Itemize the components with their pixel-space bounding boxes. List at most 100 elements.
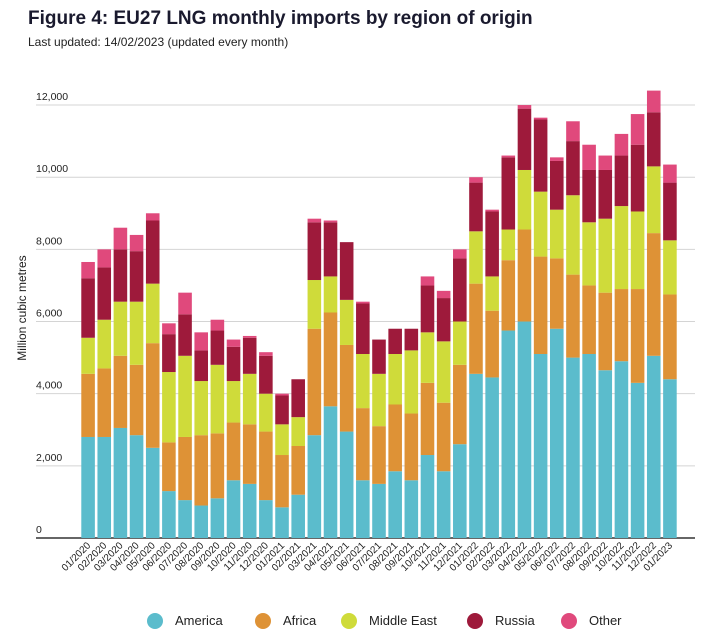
bar-segment <box>145 343 160 448</box>
bar-segment <box>129 251 144 302</box>
bar-segment <box>404 413 419 481</box>
bar-segment <box>356 408 370 481</box>
bar-segment <box>307 280 322 329</box>
bar-segment <box>194 332 209 351</box>
bar-segment <box>210 498 225 538</box>
bar-segment <box>97 319 112 369</box>
bar-segment <box>501 330 516 538</box>
bar-segment <box>162 442 176 492</box>
bar-segment <box>372 426 386 484</box>
bar-segment <box>517 169 532 230</box>
bar-segment <box>356 301 370 304</box>
bar-segment <box>178 314 192 356</box>
bar-segment <box>372 339 386 374</box>
bar-segment <box>307 218 322 223</box>
bar-segment <box>614 289 629 362</box>
bar-segment <box>566 121 580 142</box>
bar-segment <box>582 222 596 286</box>
bar-segment <box>582 169 596 223</box>
bar-segment <box>388 328 402 354</box>
bar-segment <box>663 379 677 538</box>
bar-segment <box>194 381 209 436</box>
bar-segment <box>469 283 483 374</box>
bar-segment <box>275 507 289 538</box>
bar-segment <box>420 276 435 286</box>
bar-segment <box>81 261 95 279</box>
bar-segment <box>323 406 338 538</box>
bar-segment <box>404 328 419 351</box>
bar-segment <box>517 105 532 109</box>
bar-segment <box>291 417 305 446</box>
bar-segment <box>242 335 257 338</box>
bar-segment <box>194 435 209 506</box>
legend-label: America <box>175 613 223 628</box>
bar-segment <box>194 350 209 382</box>
chart-subtitle: Last updated: 14/02/2023 (updated every … <box>28 35 288 49</box>
legend-label: Other <box>589 613 622 628</box>
bar-segment <box>162 491 176 538</box>
bar-segment <box>113 301 128 356</box>
bar-segment <box>210 330 225 365</box>
bar-segment <box>404 350 419 414</box>
bar-segment <box>582 353 596 538</box>
bar-segment <box>194 505 209 538</box>
bar-segment <box>469 373 483 538</box>
bar-segment <box>663 164 677 183</box>
bar-segment <box>663 240 677 295</box>
bar-segment <box>356 353 370 409</box>
bar-segment <box>630 144 645 212</box>
y-tick-label: 0 <box>36 524 42 536</box>
bar-segment <box>372 483 386 538</box>
y-tick-label: 4,000 <box>36 380 62 392</box>
bar-segment <box>453 364 467 445</box>
bar-segment <box>339 431 354 538</box>
bar-segment <box>113 355 128 428</box>
legend-marker <box>561 613 577 629</box>
bar-segment <box>226 381 241 423</box>
bar-segment <box>436 341 451 403</box>
bar-segment <box>420 455 435 538</box>
bar-segment <box>501 157 516 230</box>
bar-segment <box>210 364 225 434</box>
legend-label: Russia <box>495 613 536 628</box>
bar-segment <box>501 155 516 158</box>
bar-segment <box>485 209 499 212</box>
bar-segment <box>566 195 580 275</box>
bar-segment <box>614 206 629 290</box>
bar-segment <box>97 267 112 320</box>
legend-marker <box>467 613 483 629</box>
bar-segment <box>339 299 354 345</box>
bar-segment <box>453 249 467 259</box>
bar-segment <box>630 211 645 290</box>
bar-segment <box>259 431 273 501</box>
bar-segment <box>614 155 629 207</box>
bar-segment <box>582 285 596 354</box>
bar-segment <box>339 242 354 300</box>
bar-segment <box>323 312 338 407</box>
bar-segment <box>162 334 176 373</box>
bar-segment <box>178 355 192 437</box>
bar-segment <box>646 355 661 538</box>
bar-segment <box>323 220 338 223</box>
bar-segment <box>517 108 532 170</box>
bar-segment <box>549 157 564 161</box>
bar-segment <box>598 155 613 170</box>
bar-segment <box>113 427 128 538</box>
bar-segment <box>97 249 112 268</box>
bar-segment <box>226 480 241 538</box>
bar-segment <box>549 209 564 259</box>
bar-segment <box>646 112 661 167</box>
y-tick-label: 12,000 <box>36 91 68 103</box>
bar-segment <box>323 276 338 313</box>
bar-segment <box>469 182 483 232</box>
bar-segment <box>145 220 160 284</box>
bar-segment <box>81 373 95 437</box>
legend-label: Middle East <box>369 613 437 628</box>
legend-marker <box>341 613 357 629</box>
bar-segment <box>145 447 160 538</box>
bar-segment <box>533 119 548 192</box>
bar-segment <box>226 422 241 481</box>
bar-segment <box>226 339 241 347</box>
bar-segment <box>549 258 564 329</box>
